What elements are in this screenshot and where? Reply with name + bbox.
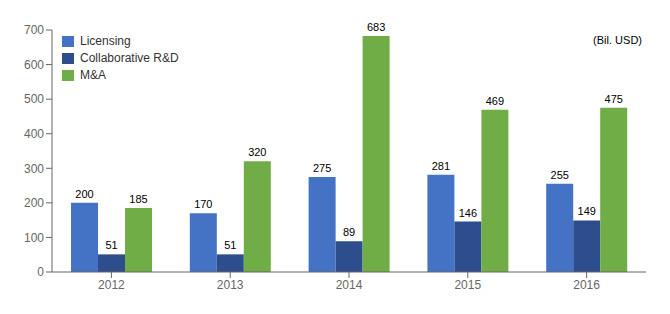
- svg-text:2015: 2015: [454, 278, 481, 292]
- svg-text:200: 200: [75, 188, 93, 200]
- svg-text:100: 100: [24, 231, 44, 245]
- svg-text:469: 469: [486, 95, 504, 107]
- svg-text:89: 89: [343, 226, 355, 238]
- svg-text:700: 700: [24, 23, 44, 37]
- svg-text:255: 255: [551, 169, 569, 181]
- html-text:M&A: M&A: [80, 68, 106, 82]
- svg-text:683: 683: [367, 21, 385, 33]
- svg-text:200: 200: [24, 196, 44, 210]
- svg-text:2016: 2016: [573, 278, 600, 292]
- svg-text:475: 475: [605, 93, 623, 105]
- svg-text:185: 185: [129, 193, 147, 205]
- svg-text:149: 149: [578, 205, 596, 217]
- svg-text:400: 400: [24, 127, 44, 141]
- svg-text:275: 275: [313, 162, 331, 174]
- svg-text:170: 170: [194, 198, 212, 210]
- svg-text:146: 146: [459, 207, 477, 219]
- svg-text:51: 51: [105, 239, 117, 251]
- svg-text:281: 281: [432, 160, 450, 172]
- svg-text:600: 600: [24, 58, 44, 72]
- svg-text:2012: 2012: [98, 278, 125, 292]
- svg-text:500: 500: [24, 92, 44, 106]
- svg-text:2014: 2014: [336, 278, 363, 292]
- html-text:Licensing: Licensing: [80, 34, 131, 48]
- svg-text:2013: 2013: [217, 278, 244, 292]
- html-text:Collaborative R&D: Collaborative R&D: [80, 51, 179, 65]
- svg-text:0: 0: [37, 265, 44, 279]
- svg-text:51: 51: [224, 239, 236, 251]
- svg-text:300: 300: [24, 162, 44, 176]
- html-text:(Bil. USD): (Bil. USD): [593, 34, 642, 46]
- svg-text:320: 320: [248, 146, 266, 158]
